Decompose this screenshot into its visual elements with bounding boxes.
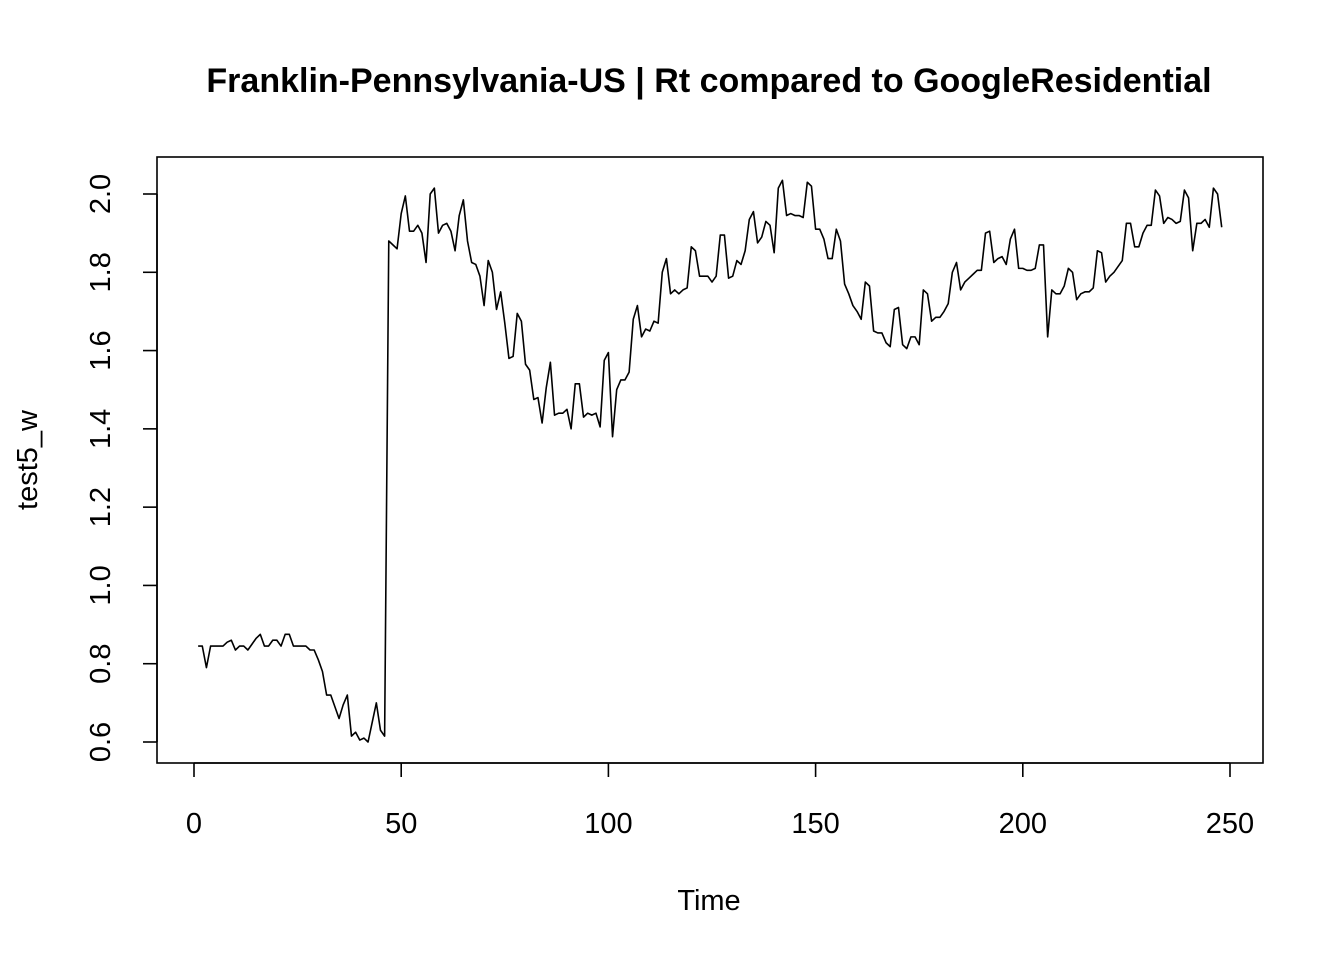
- y-tick-label: 2.0: [85, 174, 117, 214]
- x-tick-label: 250: [1206, 808, 1254, 840]
- chart-title: Franklin-Pennsylvania-US | Rt compared t…: [206, 62, 1211, 100]
- series-line-1: [198, 179, 1223, 743]
- x-tick-label: 150: [791, 808, 839, 840]
- x-axis-label: Time: [677, 885, 740, 917]
- y-tick-label: 0.6: [85, 722, 117, 762]
- y-axis-label: test5_w: [12, 409, 44, 510]
- y-tick-label: 1.0: [85, 565, 117, 605]
- y-axis: 0.6 0.8 1.0 1.2 1.4 1.6 1.8 2.0: [85, 174, 158, 762]
- x-tick-label: 50: [385, 808, 417, 840]
- x-tick-label: 0: [186, 808, 202, 840]
- y-tick-label: 0.8: [85, 644, 117, 684]
- x-tick-label: 100: [584, 808, 632, 840]
- y-tick-label: 1.2: [85, 487, 117, 527]
- y-tick-label: 1.4: [85, 409, 117, 449]
- series-layer: [198, 179, 1223, 743]
- x-axis: 0 50 100 150 200 250: [186, 762, 1254, 840]
- y-tick-label: 1.6: [85, 330, 117, 370]
- y-tick-label: 1.8: [85, 252, 117, 292]
- x-tick-label: 200: [999, 808, 1047, 840]
